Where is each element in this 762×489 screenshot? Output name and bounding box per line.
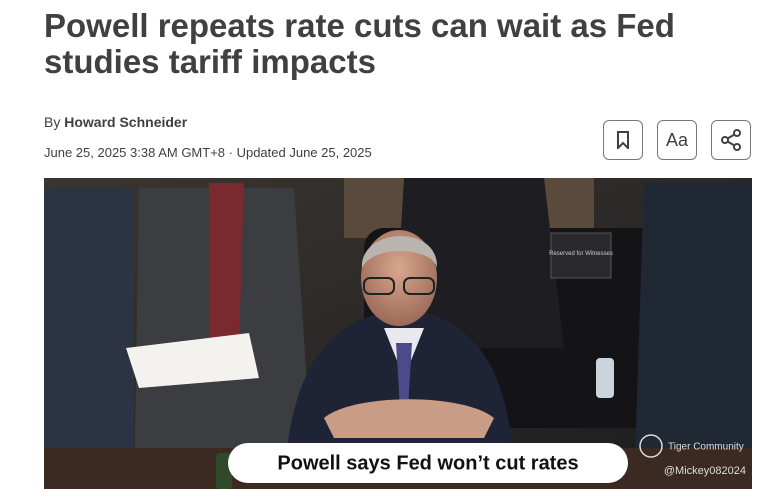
byline-prefix: By: [44, 114, 61, 130]
watermark: Tiger Community: [668, 442, 744, 453]
byline: By Howard Schneider: [44, 114, 187, 130]
watermark-handle: @Mickey082024: [664, 465, 746, 477]
bookmark-button[interactable]: [603, 120, 643, 160]
share-icon: [721, 129, 741, 151]
share-button[interactable]: [711, 120, 751, 160]
author-link[interactable]: Howard Schneider: [64, 114, 188, 130]
dateline: June 25, 2025 3:38 AM GMT+8 · Updated Ju…: [44, 145, 372, 160]
reserved-sign: Reserved for Witnesses: [549, 251, 613, 257]
article-photo: Reserved for Witnesses Powell says Fed w…: [44, 178, 752, 489]
bookmark-icon: [617, 131, 629, 149]
headline: Powell repeats rate cuts can wait as Fed…: [44, 7, 675, 80]
text-size-label: Aa: [665, 129, 689, 150]
text-size-button[interactable]: Aa: [657, 120, 697, 160]
image-caption: Powell says Fed won’t cut rates: [277, 452, 578, 474]
